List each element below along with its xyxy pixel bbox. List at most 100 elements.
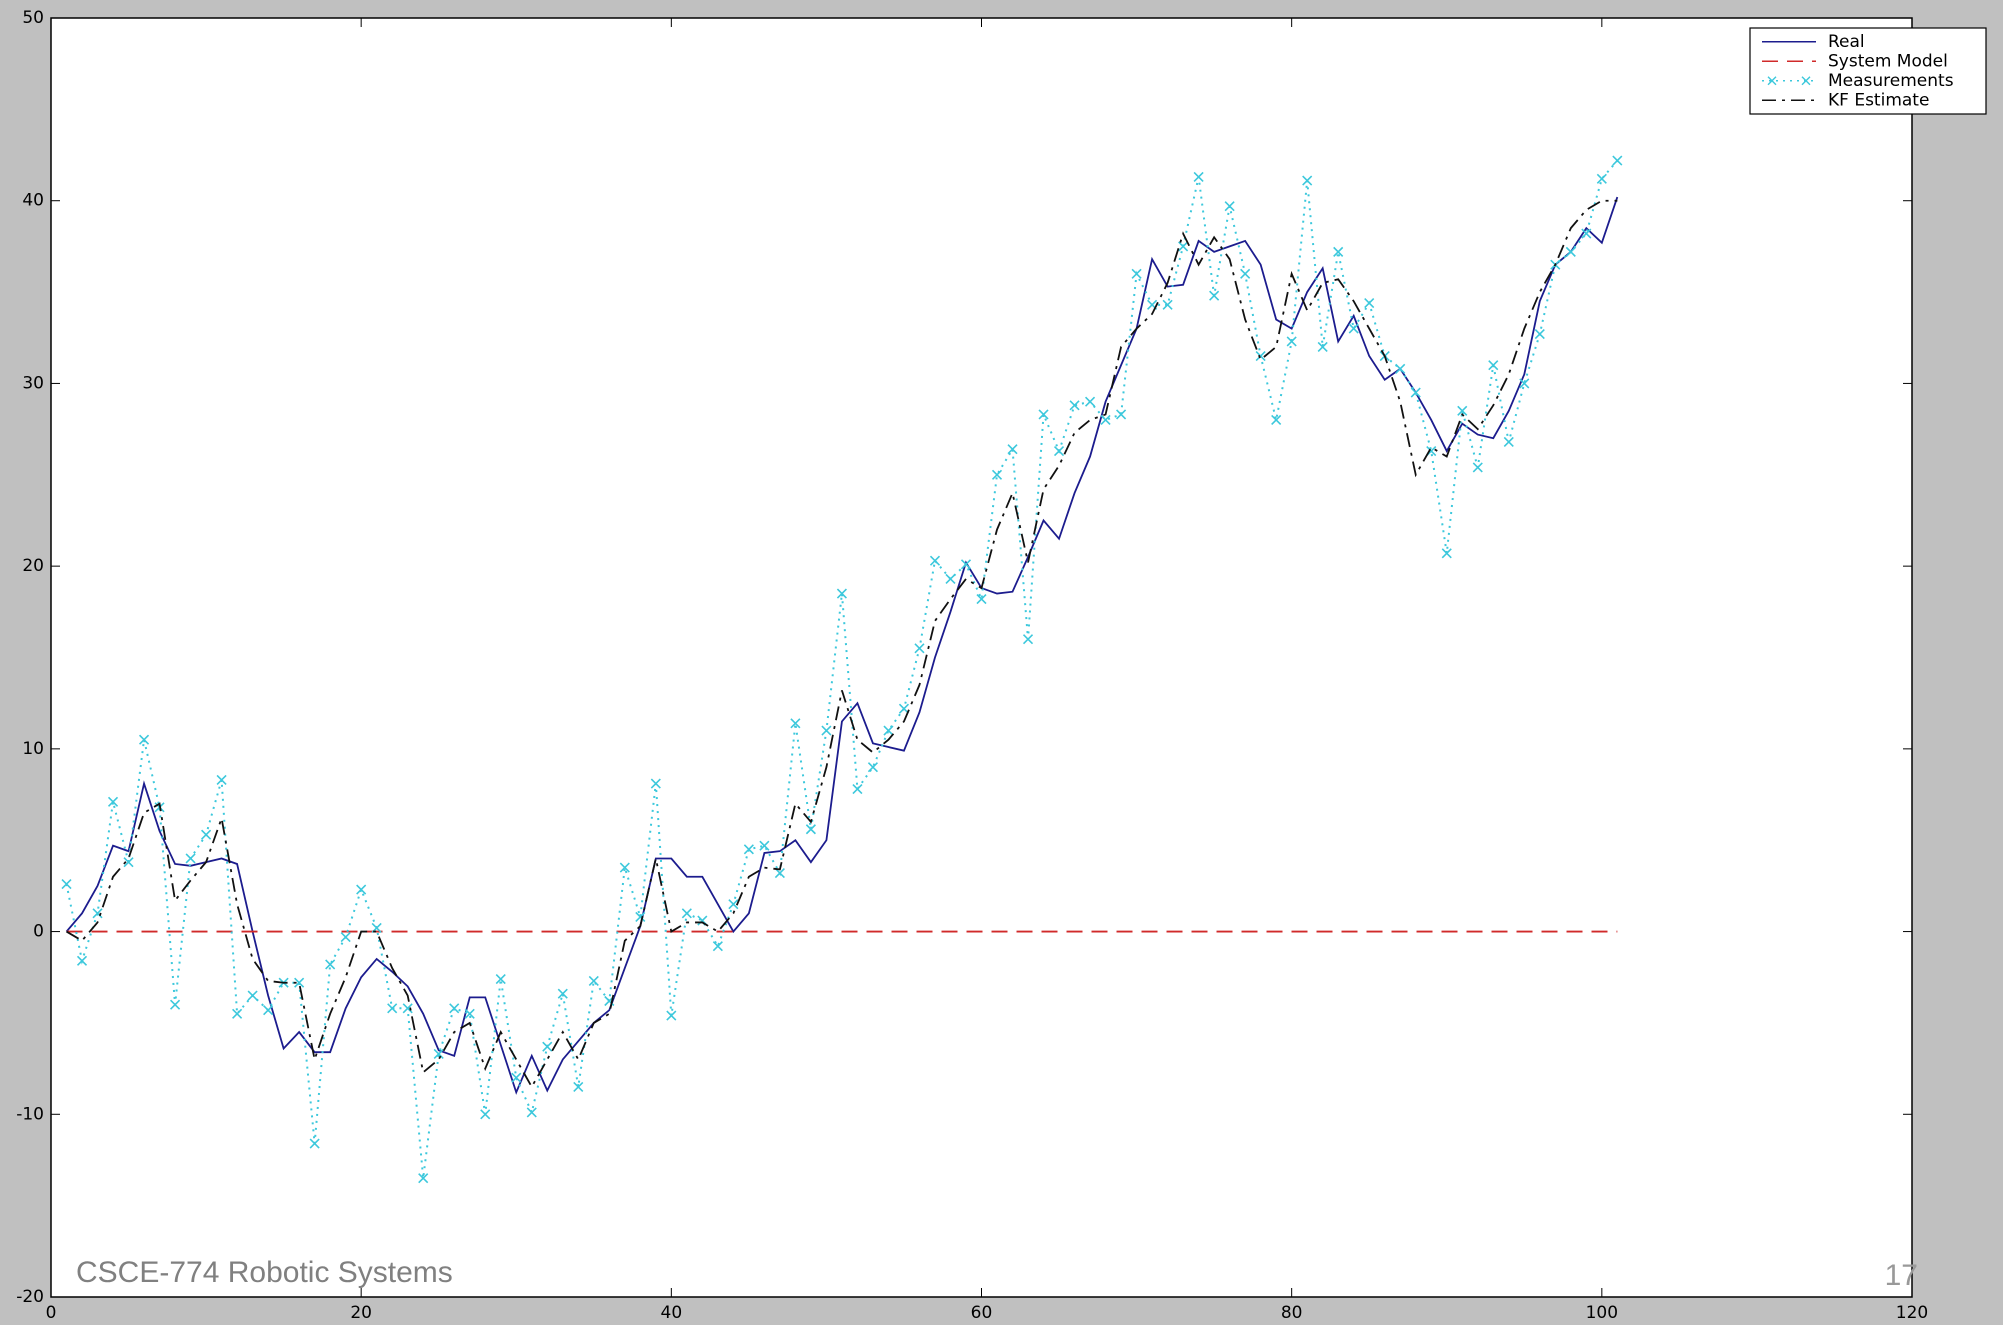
- measurement-marker: [557, 988, 568, 999]
- x-tick-label: 0: [46, 1303, 57, 1323]
- measurement-marker: [929, 555, 941, 566]
- measurement-marker: [387, 1003, 398, 1014]
- measurement-marker: [1162, 299, 1173, 310]
- measurement-marker: [356, 884, 367, 895]
- y-tick-label: -20: [16, 1287, 44, 1307]
- x-tick-label: 120: [1896, 1303, 1928, 1323]
- measurement-marker: [185, 853, 196, 864]
- measurement-marker: [216, 774, 227, 785]
- measurement-marker: [1116, 409, 1127, 420]
- y-tick-label: 50: [22, 8, 44, 28]
- measurement-marker: [666, 1010, 677, 1021]
- measurement-marker: [774, 868, 785, 879]
- measurement-marker: [294, 977, 305, 988]
- measurement-marker: [976, 593, 987, 605]
- measurement-marker: [619, 862, 630, 873]
- measurement-marker: [898, 703, 910, 714]
- measurement-marker: [635, 911, 646, 923]
- y-tick-label: 30: [22, 373, 44, 393]
- measurement-marker: [1364, 297, 1375, 309]
- legend-label: KF Estimate: [1828, 90, 1929, 110]
- page-number: 17: [1885, 1259, 1918, 1292]
- measurement-marker: [790, 718, 801, 729]
- y-tick-label: 0: [33, 922, 44, 942]
- measurement-marker: [402, 1003, 413, 1014]
- measurement-marker: [61, 879, 72, 890]
- measurement-marker: [1596, 173, 1607, 184]
- measurement-marker: [107, 796, 119, 807]
- measurement-marker: [1271, 414, 1282, 426]
- y-tick-label: 10: [22, 739, 44, 759]
- plot-area: [50, 17, 1913, 1298]
- legend-label: Measurements: [1828, 71, 1954, 91]
- measurement-marker: [759, 840, 770, 851]
- measurement-marker: [712, 941, 723, 952]
- measurement-marker: [960, 559, 972, 570]
- measurement-marker: [1317, 341, 1328, 352]
- measurement-marker: [1069, 400, 1080, 411]
- series-layer: [61, 155, 1623, 1184]
- measurement-marker: [1612, 155, 1623, 166]
- footer: CSCE-774 Robotic Systems: [76, 1256, 453, 1289]
- measurement-marker: [852, 783, 863, 795]
- measurement-marker: [945, 573, 956, 584]
- legend-label: Real: [1828, 32, 1865, 52]
- measurement-marker: [681, 908, 692, 919]
- series-line: [65, 196, 1619, 1095]
- measurement-marker: [1410, 387, 1421, 398]
- measurement-marker: [914, 643, 925, 654]
- measurement-marker: [836, 588, 847, 599]
- measurement-marker: [76, 955, 88, 966]
- measurement-marker: [1441, 548, 1452, 559]
- measurement-marker: [1084, 396, 1096, 407]
- measurement-marker: [1131, 268, 1142, 279]
- x-tick-label: 80: [1281, 1303, 1303, 1323]
- measurement-marker: [325, 959, 336, 970]
- measurement-marker: [1348, 323, 1359, 334]
- measurement-marker: [805, 824, 816, 835]
- measurement-marker: [1240, 268, 1251, 279]
- measurement-marker: [263, 1005, 274, 1016]
- measurement-marker: [1193, 171, 1204, 183]
- measurement-marker: [511, 1072, 522, 1083]
- measurement-marker: [247, 990, 258, 1001]
- measurement-marker: [1209, 290, 1220, 301]
- y-tick-label: -10: [16, 1104, 44, 1124]
- measurement-marker: [1565, 246, 1576, 257]
- measurement-marker: [1022, 634, 1034, 645]
- measurement-marker: [449, 1003, 460, 1014]
- x-tick-label: 60: [971, 1303, 993, 1323]
- measurement-marker: [728, 899, 739, 910]
- measurement-marker: [1286, 336, 1297, 347]
- measurement-marker: [1503, 436, 1514, 447]
- measurement-marker: [1100, 414, 1111, 426]
- measurement-marker: [743, 844, 754, 855]
- measurement-marker: [1038, 409, 1049, 420]
- measurement-marker: [1255, 350, 1266, 362]
- measurement-marker: [1333, 246, 1344, 257]
- measurement-marker: [480, 1109, 491, 1120]
- measurement-marker: [433, 1048, 444, 1060]
- measurement-marker: [526, 1107, 537, 1118]
- measurement-marker: [542, 1041, 553, 1052]
- x-tick-label: 20: [350, 1303, 372, 1323]
- measurement-marker: [1224, 201, 1235, 212]
- series-line: [66, 199, 1618, 1089]
- measurement-marker: [991, 469, 1003, 480]
- measurement-marker: [309, 1138, 320, 1149]
- y-tick-label: 20: [22, 556, 44, 576]
- legend-marker: [1767, 76, 1777, 86]
- measurement-marker: [201, 829, 212, 840]
- measurement-marker: [123, 857, 134, 868]
- measurement-marker: [1488, 360, 1499, 371]
- measurement-marker: [1178, 241, 1189, 252]
- measurement-marker: [1472, 462, 1483, 473]
- measurement-marker: [340, 931, 351, 943]
- measurement-marker: [650, 778, 661, 789]
- measurement-marker: [588, 975, 599, 986]
- measurement-marker: [138, 734, 150, 745]
- measurement-marker: [1053, 445, 1065, 457]
- measurement-marker: [1534, 329, 1545, 340]
